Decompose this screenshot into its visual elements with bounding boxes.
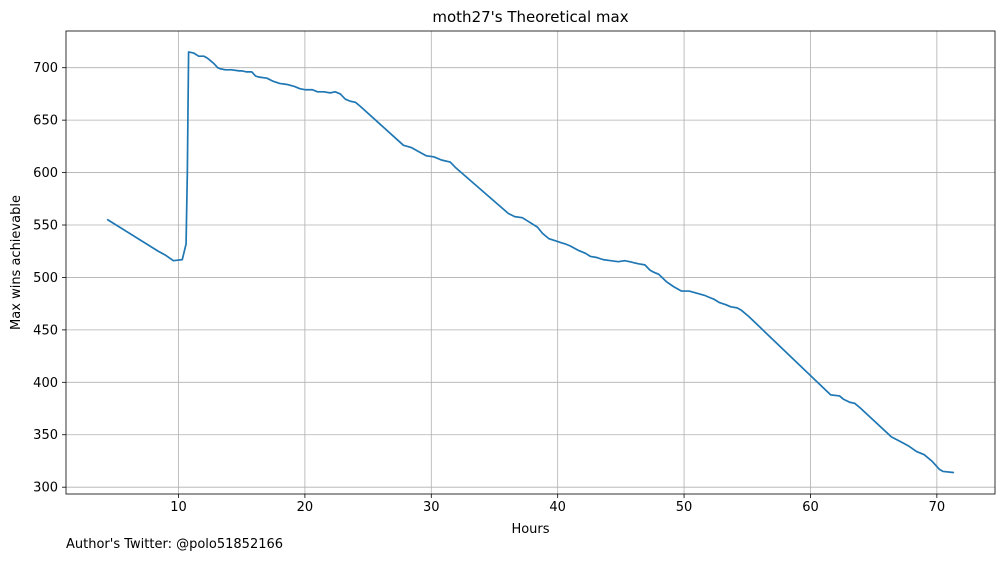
y-tick-label: 350 [33, 428, 58, 443]
y-tick-label: 600 [33, 166, 58, 181]
chart-title: moth27's Theoretical max [432, 8, 628, 26]
y-axis-label: Max wins achievable [9, 195, 24, 330]
plot-frame [65, 30, 996, 495]
author-twitter-note: Author's Twitter: @polo51852166 [66, 537, 284, 552]
y-tick-label: 550 [33, 219, 58, 234]
x-tick-label: 60 [802, 500, 819, 515]
plot-background [66, 31, 995, 494]
y-tick-label: 300 [33, 481, 58, 496]
x-tick-label: 70 [929, 500, 946, 515]
x-tick-label: 40 [549, 500, 566, 515]
y-tick-label: 700 [33, 61, 58, 76]
x-tick-label: 30 [423, 500, 440, 515]
x-axis-label: Hours [511, 522, 549, 537]
x-tick-label: 10 [170, 500, 187, 515]
grid-lines [66, 31, 995, 494]
y-tick-label: 400 [33, 376, 58, 391]
y-tick-label: 450 [33, 323, 58, 338]
y-tick-label: 500 [33, 271, 58, 286]
x-tick-label: 50 [676, 500, 693, 515]
x-tick-label: 20 [297, 500, 314, 515]
ticks: 10 20 30 40 50 60 70 300 350 400 450 500 550 600 650 70… [33, 61, 945, 515]
series-line [106, 51, 955, 474]
y-tick-label: 650 [33, 114, 58, 129]
series-line-group [106, 51, 955, 474]
